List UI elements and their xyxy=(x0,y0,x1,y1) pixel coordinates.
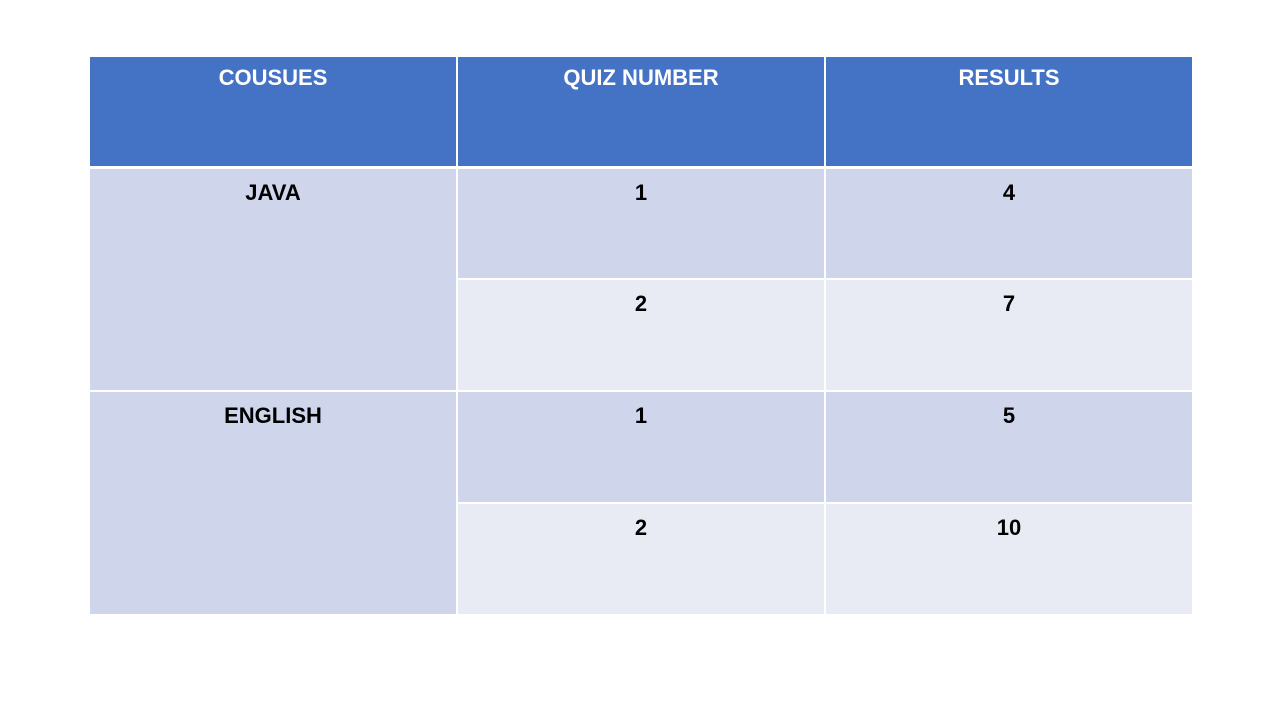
result-cell-english-2: 10 xyxy=(824,502,1194,616)
header-row: COUSUES QUIZ NUMBER RESULTS xyxy=(88,55,1194,169)
result-cell-java-2: 7 xyxy=(824,278,1194,392)
result-cell-english-1: 5 xyxy=(824,390,1194,504)
column-header-quiz-number: QUIZ NUMBER xyxy=(456,55,826,169)
result-cell-java-1: 4 xyxy=(824,166,1194,280)
column-header-results: RESULTS xyxy=(824,55,1194,169)
table-row-english-quiz1: ENGLISH 1 5 xyxy=(88,390,1194,616)
course-cell-english: ENGLISH xyxy=(88,390,458,616)
quiz-cell-java-2: 2 xyxy=(456,278,826,392)
column-header-cousues: COUSUES xyxy=(88,55,458,169)
course-cell-java: JAVA xyxy=(88,166,458,392)
quiz-cell-java-1: 1 xyxy=(456,166,826,280)
results-table: COUSUES QUIZ NUMBER RESULTS JAVA 1 4 2 7… xyxy=(88,55,1194,616)
quiz-cell-english-2: 2 xyxy=(456,502,826,616)
quiz-cell-english-1: 1 xyxy=(456,390,826,504)
table-row-java-quiz1: JAVA 1 4 xyxy=(88,166,1194,392)
table-row-english-quiz2: 2 10 xyxy=(89,502,1194,616)
table-row-java-quiz2: 2 7 xyxy=(89,278,1194,392)
